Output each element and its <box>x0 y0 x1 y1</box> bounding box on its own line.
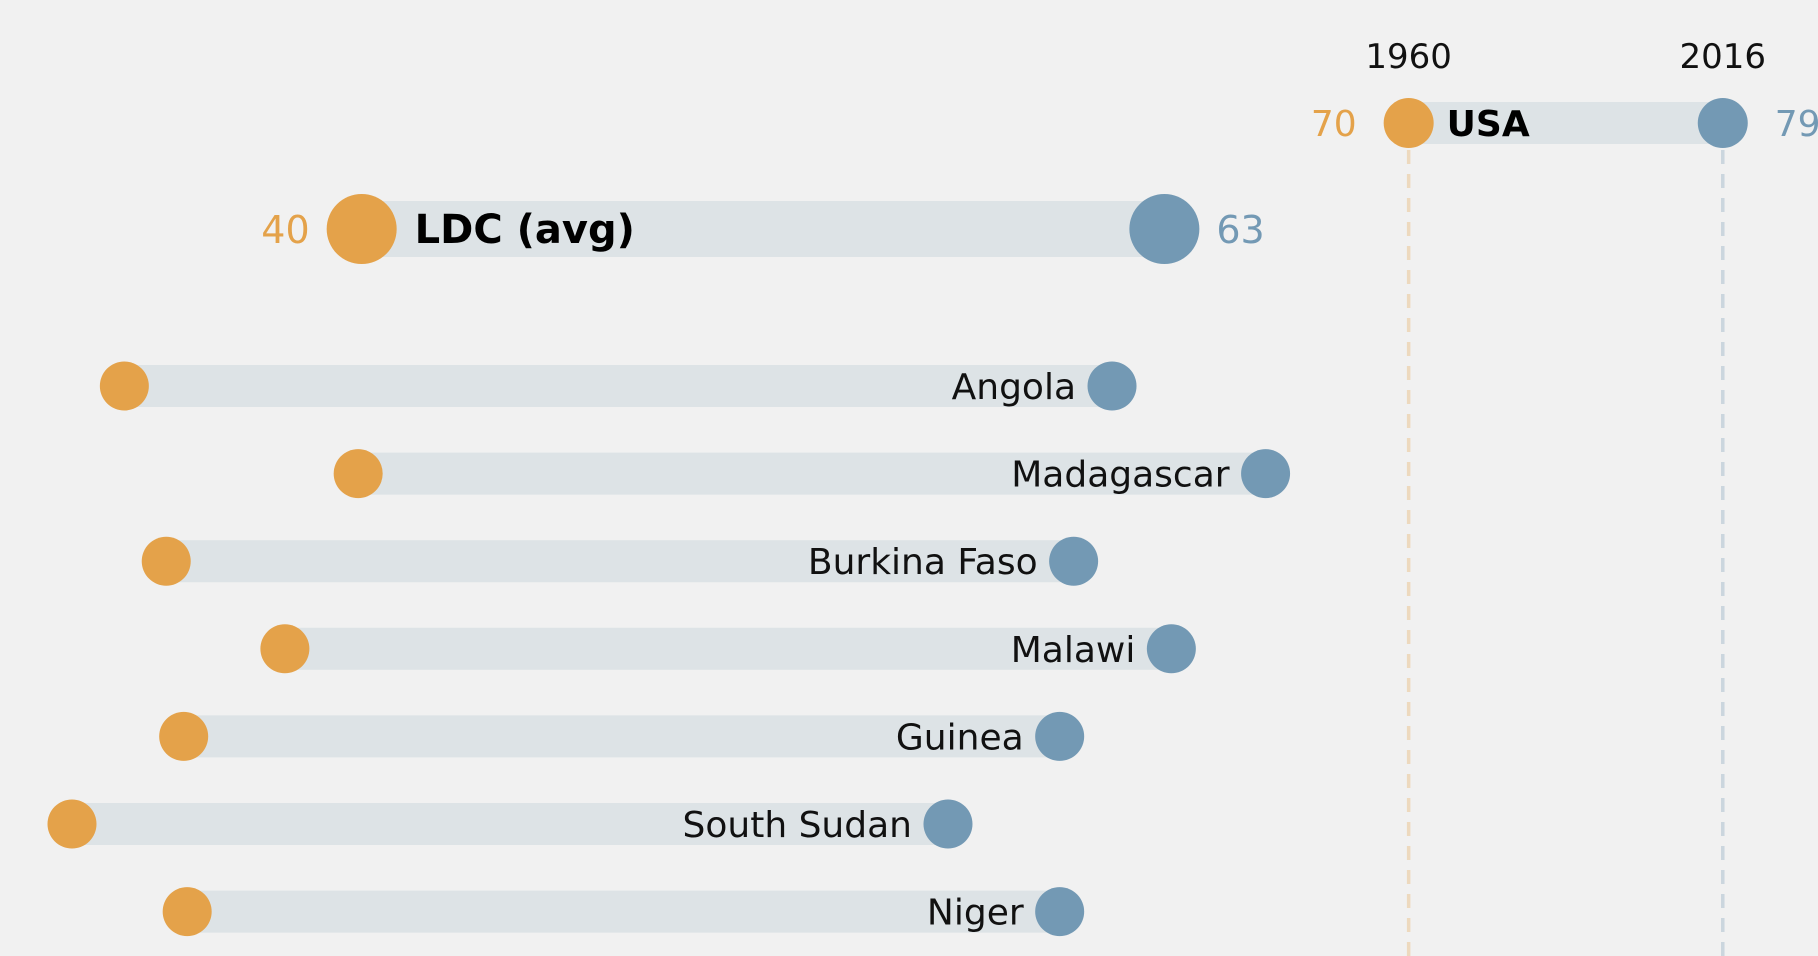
malawi-label: Malawi <box>1011 630 1136 671</box>
guinea-dot-2016 <box>1035 711 1085 761</box>
usa-dot-1960 <box>1383 98 1434 148</box>
usa-dot-2016 <box>1697 98 1748 148</box>
malawi-dot-1960 <box>260 624 310 674</box>
ldc-avg-bar <box>361 201 1165 257</box>
niger-dot-2016 <box>1035 887 1085 937</box>
angola-bar <box>124 365 1113 407</box>
chart-rows: 1960 2016 USA 70 79 LDC (avg) 40 63 Angola Madaga… <box>47 37 1818 937</box>
usa-value-2016: 79 <box>1775 104 1818 145</box>
madagascar-dot-2016 <box>1241 449 1291 499</box>
niger-dot-1960 <box>162 887 212 937</box>
niger-bar <box>187 890 1060 933</box>
burkina-faso-dot-1960 <box>141 536 191 586</box>
guinea-bar <box>183 715 1060 758</box>
angola-dot-1960 <box>99 361 149 411</box>
south-sudan-bar <box>72 803 948 845</box>
ldc-avg-label: LDC (avg) <box>415 207 635 253</box>
madagascar-label: Madagascar <box>1011 455 1230 496</box>
ldc-avg-value-1960: 40 <box>261 208 309 252</box>
usa-bar <box>1408 102 1723 144</box>
ldc-avg-value-2016: 63 <box>1216 208 1264 252</box>
madagascar-bar <box>358 452 1266 495</box>
south-sudan-dot-1960 <box>47 799 97 849</box>
legend-label-1960: 1960 <box>1365 37 1452 77</box>
burkina-faso-label: Burkina Faso <box>808 542 1038 583</box>
ldc-avg-dot-1960 <box>326 194 397 264</box>
reference-lines <box>1406 150 1725 956</box>
guinea-label: Guinea <box>896 717 1024 758</box>
usa-value-1960: 70 <box>1311 104 1357 145</box>
usa-label: USA <box>1447 104 1530 145</box>
guinea-dot-1960 <box>159 711 209 761</box>
angola-label: Angola <box>952 367 1076 408</box>
burkina-faso-bar <box>166 540 1074 583</box>
niger-label: Niger <box>927 893 1024 934</box>
south-sudan-dot-2016 <box>923 799 973 849</box>
angola-dot-2016 <box>1087 361 1137 411</box>
malawi-dot-2016 <box>1146 624 1196 674</box>
south-sudan-label: South Sudan <box>683 805 912 846</box>
ldc-avg-dot-2016 <box>1129 194 1200 264</box>
madagascar-dot-1960 <box>333 449 383 499</box>
legend-label-2016: 2016 <box>1680 37 1767 77</box>
burkina-faso-dot-2016 <box>1049 536 1099 586</box>
malawi-bar <box>284 627 1172 670</box>
